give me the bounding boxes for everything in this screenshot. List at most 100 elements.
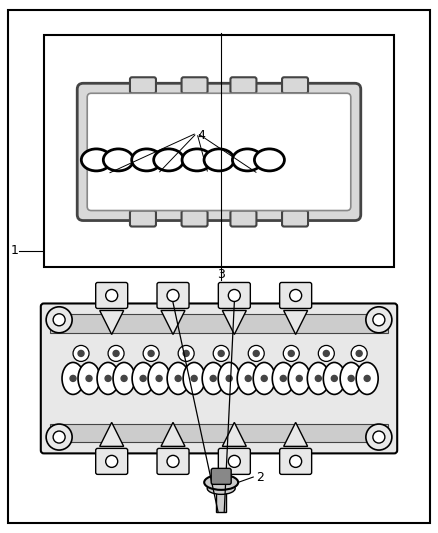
FancyBboxPatch shape xyxy=(77,83,361,221)
Ellipse shape xyxy=(202,362,224,394)
Circle shape xyxy=(356,350,362,357)
FancyBboxPatch shape xyxy=(157,448,189,474)
Ellipse shape xyxy=(81,149,111,171)
Circle shape xyxy=(70,375,76,382)
Text: 3: 3 xyxy=(217,268,225,281)
FancyBboxPatch shape xyxy=(95,448,128,474)
Circle shape xyxy=(183,350,189,357)
Ellipse shape xyxy=(62,362,84,394)
Polygon shape xyxy=(100,311,124,335)
Polygon shape xyxy=(223,311,246,335)
Circle shape xyxy=(248,345,264,361)
Circle shape xyxy=(191,375,197,382)
Ellipse shape xyxy=(272,362,294,394)
Circle shape xyxy=(351,345,367,361)
Bar xyxy=(216,490,226,512)
Circle shape xyxy=(46,424,72,450)
Ellipse shape xyxy=(78,362,100,394)
Text: 4: 4 xyxy=(197,130,205,142)
Circle shape xyxy=(261,375,267,382)
Ellipse shape xyxy=(97,362,119,394)
Ellipse shape xyxy=(356,362,378,394)
Circle shape xyxy=(46,307,72,333)
Ellipse shape xyxy=(204,475,238,490)
Ellipse shape xyxy=(154,149,184,171)
Circle shape xyxy=(140,375,146,382)
Circle shape xyxy=(226,375,232,382)
Circle shape xyxy=(283,345,299,361)
FancyBboxPatch shape xyxy=(41,303,397,454)
Circle shape xyxy=(143,345,159,361)
Ellipse shape xyxy=(307,362,329,394)
Circle shape xyxy=(108,345,124,361)
Circle shape xyxy=(178,345,194,361)
Circle shape xyxy=(106,455,118,467)
FancyBboxPatch shape xyxy=(218,448,251,474)
Ellipse shape xyxy=(254,149,284,171)
Circle shape xyxy=(288,350,294,357)
Circle shape xyxy=(53,314,65,326)
Ellipse shape xyxy=(340,362,362,394)
Circle shape xyxy=(86,375,92,382)
Text: 1: 1 xyxy=(11,244,19,257)
Bar xyxy=(50,314,388,333)
Circle shape xyxy=(373,314,385,326)
Ellipse shape xyxy=(167,362,189,394)
Circle shape xyxy=(148,350,154,357)
Bar xyxy=(44,35,394,266)
Circle shape xyxy=(331,375,337,382)
Ellipse shape xyxy=(323,362,345,394)
Circle shape xyxy=(373,431,385,443)
Circle shape xyxy=(364,375,370,382)
FancyBboxPatch shape xyxy=(211,469,231,484)
Text: 2: 2 xyxy=(256,471,264,483)
FancyBboxPatch shape xyxy=(279,448,312,474)
FancyBboxPatch shape xyxy=(130,211,156,227)
Ellipse shape xyxy=(237,362,259,394)
Ellipse shape xyxy=(132,362,154,394)
Circle shape xyxy=(167,289,179,302)
Polygon shape xyxy=(284,422,307,446)
FancyBboxPatch shape xyxy=(230,211,256,227)
FancyBboxPatch shape xyxy=(279,282,312,309)
FancyBboxPatch shape xyxy=(182,211,208,227)
Circle shape xyxy=(167,455,179,467)
Circle shape xyxy=(253,350,259,357)
Bar xyxy=(50,424,388,442)
Circle shape xyxy=(113,350,119,357)
FancyBboxPatch shape xyxy=(230,77,256,93)
Polygon shape xyxy=(223,422,246,446)
Circle shape xyxy=(121,375,127,382)
Circle shape xyxy=(348,375,354,382)
Circle shape xyxy=(156,375,162,382)
Ellipse shape xyxy=(113,362,135,394)
Polygon shape xyxy=(161,422,185,446)
Ellipse shape xyxy=(253,362,275,394)
Circle shape xyxy=(213,345,229,361)
FancyBboxPatch shape xyxy=(87,93,351,211)
Ellipse shape xyxy=(207,482,235,495)
Circle shape xyxy=(366,424,392,450)
Circle shape xyxy=(228,289,240,302)
Polygon shape xyxy=(100,422,124,446)
FancyBboxPatch shape xyxy=(218,282,251,309)
Polygon shape xyxy=(161,311,185,335)
Circle shape xyxy=(73,345,89,361)
Circle shape xyxy=(296,375,302,382)
Circle shape xyxy=(218,350,224,357)
Ellipse shape xyxy=(103,149,133,171)
Ellipse shape xyxy=(233,149,262,171)
FancyBboxPatch shape xyxy=(130,77,156,93)
Ellipse shape xyxy=(183,362,205,394)
Ellipse shape xyxy=(182,149,212,171)
FancyBboxPatch shape xyxy=(182,77,208,93)
Circle shape xyxy=(228,455,240,467)
Circle shape xyxy=(105,375,111,382)
Circle shape xyxy=(318,345,334,361)
FancyBboxPatch shape xyxy=(95,282,128,309)
FancyBboxPatch shape xyxy=(157,282,189,309)
Circle shape xyxy=(245,375,251,382)
Ellipse shape xyxy=(148,362,170,394)
Circle shape xyxy=(323,350,329,357)
Circle shape xyxy=(175,375,181,382)
